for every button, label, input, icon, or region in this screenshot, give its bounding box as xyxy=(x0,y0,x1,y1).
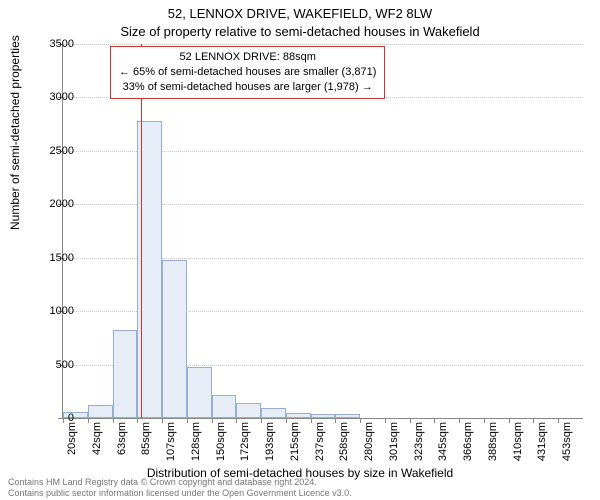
chart-title-sub: Size of property relative to semi-detach… xyxy=(0,24,600,39)
x-tick-mark xyxy=(533,418,534,423)
x-tick-label: 85sqm xyxy=(140,422,152,482)
y-tick-label: 3000 xyxy=(34,91,74,103)
x-tick-label: 20sqm xyxy=(66,422,78,482)
x-tick-label: 345sqm xyxy=(437,422,449,482)
x-tick-label: 107sqm xyxy=(165,422,177,482)
y-axis-label: Number of semi-detached properties xyxy=(8,35,22,230)
histogram-bar xyxy=(113,330,138,418)
histogram-bar xyxy=(212,395,237,419)
histogram-bar xyxy=(236,403,261,418)
y-tick-label: 2500 xyxy=(34,145,74,157)
plot-area xyxy=(62,44,583,419)
x-tick-mark xyxy=(509,418,510,423)
x-tick-mark xyxy=(162,418,163,423)
x-tick-mark xyxy=(311,418,312,423)
x-tick-label: 301sqm xyxy=(388,422,400,482)
x-tick-mark xyxy=(137,418,138,423)
x-tick-label: 215sqm xyxy=(289,422,301,482)
histogram-bar xyxy=(311,414,336,418)
x-tick-label: 42sqm xyxy=(91,422,103,482)
x-tick-mark xyxy=(459,418,460,423)
x-tick-label: 258sqm xyxy=(338,422,350,482)
x-tick-label: 128sqm xyxy=(190,422,202,482)
x-tick-mark xyxy=(88,418,89,423)
x-tick-mark xyxy=(187,418,188,423)
inset-line-2: ← 65% of semi-detached houses are smalle… xyxy=(119,65,376,80)
y-tick-label: 1000 xyxy=(34,305,74,317)
y-tick-label: 2000 xyxy=(34,198,74,210)
property-marker-line xyxy=(141,44,142,418)
x-tick-mark xyxy=(335,418,336,423)
x-tick-label: 453sqm xyxy=(561,422,573,482)
inset-annotation-box: 52 LENNOX DRIVE: 88sqm ← 65% of semi-det… xyxy=(110,46,385,99)
histogram-bar xyxy=(286,413,311,418)
x-tick-label: 63sqm xyxy=(116,422,128,482)
x-tick-mark xyxy=(236,418,237,423)
x-tick-label: 410sqm xyxy=(512,422,524,482)
x-tick-mark xyxy=(484,418,485,423)
x-tick-mark xyxy=(558,418,559,423)
x-tick-label: 193sqm xyxy=(264,422,276,482)
histogram-bar xyxy=(335,414,360,418)
x-tick-mark xyxy=(410,418,411,423)
x-tick-label: 388sqm xyxy=(487,422,499,482)
x-tick-label: 280sqm xyxy=(363,422,375,482)
x-tick-label: 323sqm xyxy=(413,422,425,482)
y-tick-label: 500 xyxy=(34,359,74,371)
x-tick-mark xyxy=(360,418,361,423)
x-tick-mark xyxy=(113,418,114,423)
x-tick-label: 366sqm xyxy=(462,422,474,482)
x-tick-mark xyxy=(212,418,213,423)
histogram-bar xyxy=(261,408,286,418)
histogram-bar xyxy=(187,367,212,418)
inset-line-1: 52 LENNOX DRIVE: 88sqm xyxy=(119,50,376,65)
inset-line-3: 33% of semi-detached houses are larger (… xyxy=(119,80,376,95)
x-tick-label: 150sqm xyxy=(215,422,227,482)
x-tick-label: 237sqm xyxy=(314,422,326,482)
x-tick-mark xyxy=(385,418,386,423)
x-tick-mark xyxy=(261,418,262,423)
x-tick-mark xyxy=(286,418,287,423)
chart-title-main: 52, LENNOX DRIVE, WAKEFIELD, WF2 8LW xyxy=(0,6,600,21)
x-tick-mark xyxy=(434,418,435,423)
y-tick-label: 1500 xyxy=(34,252,74,264)
y-tick-label: 3500 xyxy=(34,38,74,50)
x-tick-label: 431sqm xyxy=(536,422,548,482)
histogram-bar xyxy=(88,405,113,418)
footer-line-2: Contains public sector information licen… xyxy=(8,488,352,499)
histogram-bar xyxy=(162,260,187,418)
x-tick-label: 172sqm xyxy=(239,422,251,482)
